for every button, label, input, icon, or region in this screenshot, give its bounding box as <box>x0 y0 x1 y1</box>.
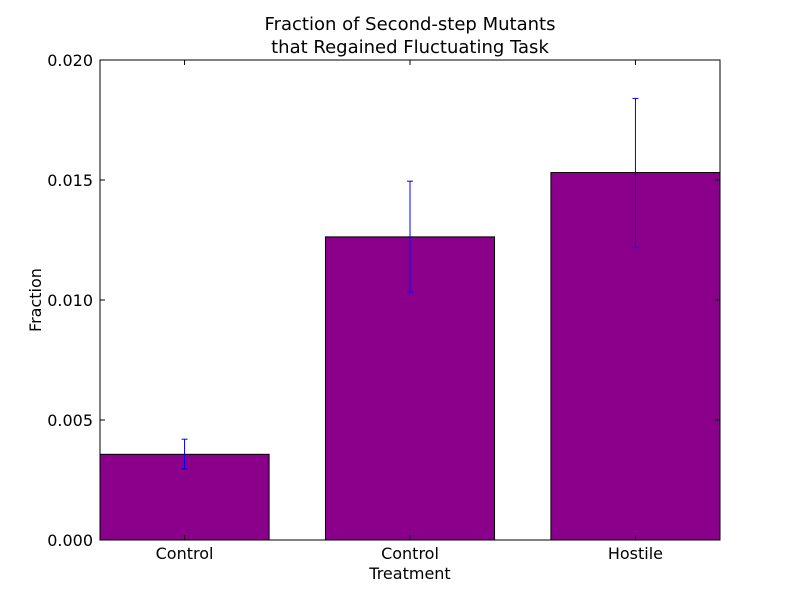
y-tick-label-2: 0.010 <box>47 291 93 310</box>
chart-title-line-1: Fraction of Second-step Mutants <box>265 14 556 35</box>
y-tick-label-0: 0.000 <box>47 531 93 550</box>
x-axis-label: Treatment <box>368 564 450 583</box>
x-tick-label-2: Hostile <box>608 544 663 563</box>
y-tick-label-3: 0.015 <box>47 171 93 190</box>
y-tick-label-1: 0.005 <box>47 411 93 430</box>
error-bars-layer <box>181 97 639 470</box>
x-tick-label-0: Control <box>156 544 214 563</box>
y-axis-label: Fraction <box>26 268 45 332</box>
x-axis-ticks: Control Control Hostile <box>156 60 663 563</box>
y-axis-ticks: 0.000 0.005 0.010 0.015 0.020 <box>47 51 720 550</box>
chart-title-line-2: that Regained Fluctuating Task <box>271 37 549 58</box>
y-tick-label-4: 0.020 <box>47 51 93 70</box>
x-tick-label-1: Control <box>381 544 439 563</box>
